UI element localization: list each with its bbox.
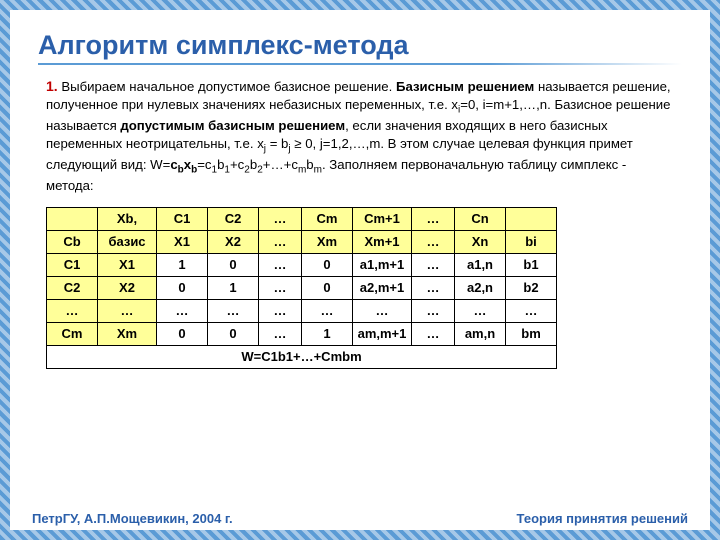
simplex-table-wrap: Xb, C1 C2 … Cm Cm+1 … Cn Cb базис X1 X2 … (46, 207, 674, 369)
footer: ПетрГУ, А.П.Мощевикин, 2004 г. Теория пр… (10, 511, 710, 526)
table-row: Cm Xm 0 0 … 1 am,m+1 … am,n bm (47, 322, 557, 345)
page-title: Алгоритм симплекс-метода (38, 30, 682, 61)
simplex-table: Xb, C1 C2 … Cm Cm+1 … Cn Cb базис X1 X2 … (46, 207, 557, 369)
table-row: W=C1b1+…+Cmbm (47, 345, 557, 368)
footer-left: ПетрГУ, А.П.Мощевикин, 2004 г. (32, 511, 233, 526)
footer-right: Теория принятия решений (517, 511, 688, 526)
step-text: Выбираем начальное допустимое базисное р… (46, 79, 671, 193)
table-row: C2 X2 0 1 … 0 a2,m+1 … a2,n b2 (47, 276, 557, 299)
step-description: 1. Выбираем начальное допустимое базисно… (46, 77, 674, 195)
table-row: Xb, C1 C2 … Cm Cm+1 … Cn (47, 207, 557, 230)
table-row: … … … … … … … … … … (47, 299, 557, 322)
table-row: Cb базис X1 X2 … Xm Xm+1 … Xn bi (47, 230, 557, 253)
step-number: 1. (46, 78, 58, 94)
title-underline (38, 63, 682, 65)
table-w-cell: W=C1b1+…+Cmbm (47, 345, 557, 368)
table-row: C1 X1 1 0 … 0 a1,m+1 … a1,n b1 (47, 253, 557, 276)
